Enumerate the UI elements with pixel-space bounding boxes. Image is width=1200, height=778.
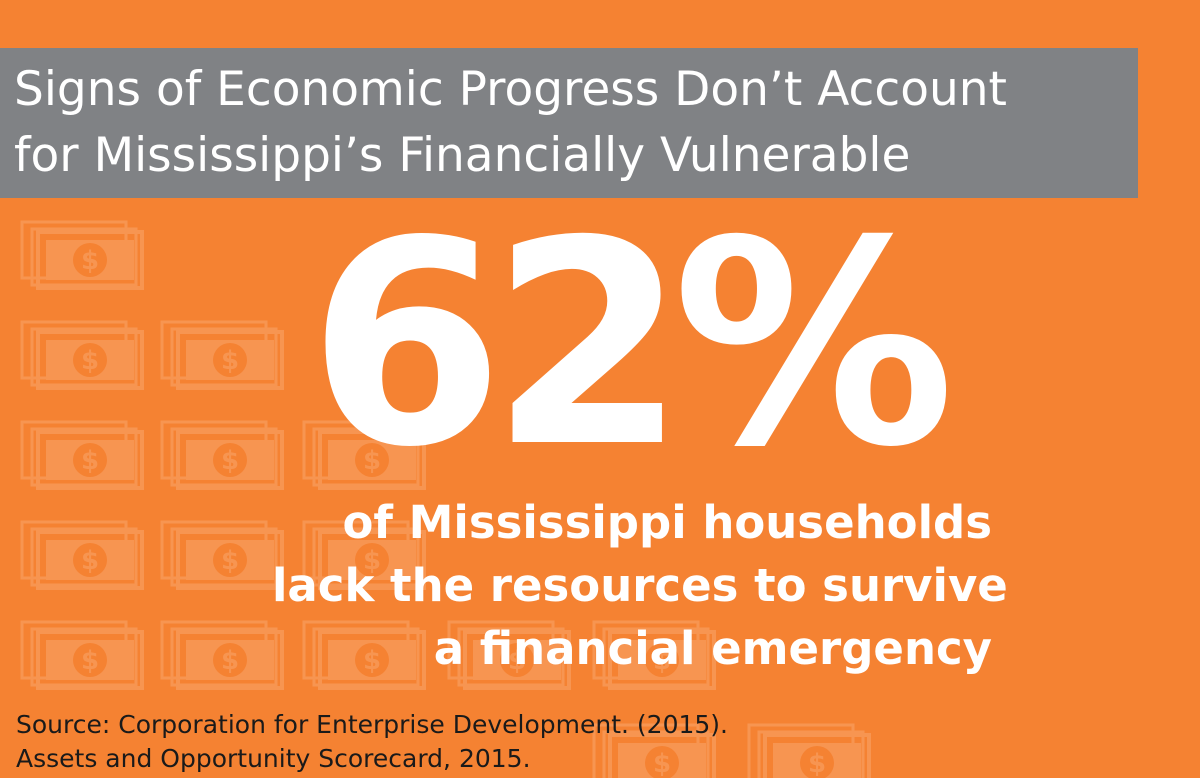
source-citation: Source: Corporation for Enterprise Devel…: [16, 708, 728, 776]
title-line-1: Signs of Economic Progress Don’t Account: [14, 62, 1007, 117]
dollar-sign-icon: $: [363, 646, 381, 676]
dollar-bill-stack-icon: $: [302, 620, 426, 690]
dollar-sign-icon: $: [363, 446, 381, 476]
dollar-sign-icon: $: [221, 446, 239, 476]
dollar-bill-stack-icon: $: [20, 620, 144, 690]
dollar-sign-icon: $: [221, 646, 239, 676]
dollar-bill-stack-icon: $: [160, 620, 284, 690]
dollar-bill-stack-icon: $: [20, 420, 144, 490]
dollar-bill-stack-icon: $: [160, 320, 284, 390]
dollar-sign-icon: $: [221, 346, 239, 376]
dollar-bill-stack-icon: $: [20, 520, 144, 590]
dollar-bill-stack-icon: $: [302, 520, 426, 590]
dollar-bill-stack-icon: $: [160, 520, 284, 590]
stat-caption-line-3: a financial emergency: [433, 622, 992, 675]
source-line-1: Source: Corporation for Enterprise Devel…: [16, 710, 728, 739]
big-stat-value: 62%: [308, 180, 955, 509]
dollar-sign-icon: $: [81, 346, 99, 376]
stat-caption-line-1: of Mississippi households: [342, 496, 992, 549]
dollar-bill-stack-icon: $: [447, 620, 571, 690]
dollar-bill-stack-icon: $: [592, 723, 716, 778]
stat-caption-line-2: lack the resources to survive: [272, 559, 1008, 612]
dollar-sign-icon: $: [221, 546, 239, 576]
dollar-bill-stack-icon: $: [747, 723, 871, 778]
dollar-sign-icon: $: [81, 246, 99, 276]
stat-caption: of Mississippi households lack the resou…: [272, 496, 1008, 689]
dollar-sign-icon: $: [81, 546, 99, 576]
dollar-bill-stack-icon: $: [20, 320, 144, 390]
title-band: [0, 48, 1138, 198]
dollar-sign-icon: $: [653, 646, 671, 676]
dollar-sign-icon: $: [81, 646, 99, 676]
dollar-sign-icon: $: [808, 749, 826, 778]
dollar-bill-stack-icon: $: [20, 220, 144, 290]
source-line-2: Assets and Opportunity Scorecard, 2015.: [16, 744, 531, 773]
dollar-sign-icon: $: [81, 446, 99, 476]
dollar-bill-stack-icon: $: [302, 420, 426, 490]
dollar-sign-icon: $: [653, 749, 671, 778]
dollar-sign-icon: $: [508, 646, 526, 676]
title-line-2: for Mississippi’s Financially Vulnerable: [14, 128, 911, 183]
dollar-sign-icon: $: [363, 546, 381, 576]
dollar-bill-stack-icon: $: [592, 620, 716, 690]
dollar-bill-stack-icon: $: [160, 420, 284, 490]
